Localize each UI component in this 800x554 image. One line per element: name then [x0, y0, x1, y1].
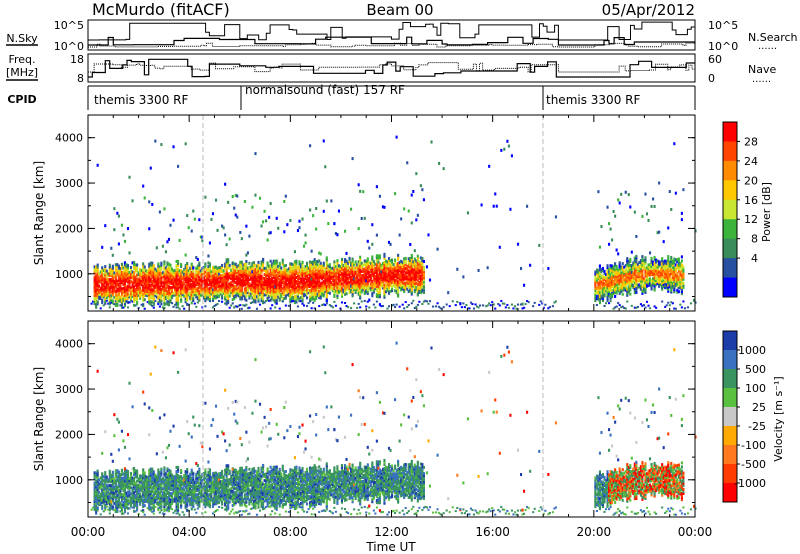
noise-right-tick-bottom: 10^0 [708, 40, 738, 53]
colorbar-tick-label: 20 [744, 174, 758, 187]
freq-label-line2: [MHz] [6, 66, 38, 79]
nave-legend: ...... [752, 74, 771, 85]
colorbar-swatch [723, 407, 737, 427]
time-tick-label: 16:00 [475, 525, 510, 539]
colorbar-swatch [723, 277, 737, 298]
time-tick-label: 08:00 [273, 525, 308, 539]
colorbar-swatch [723, 238, 737, 259]
noise-right-tick-top: 10^5 [708, 19, 738, 32]
colorbar-swatch [723, 160, 737, 181]
colorbar-swatch [723, 199, 737, 220]
freq-panel: Freq. [MHz] 18 8 60 0 Nave ...... [6, 53, 777, 85]
nave-label: Nave [748, 63, 776, 76]
power-colorbar: 28 24 20 16 12 8 4 [722, 121, 758, 298]
range-tick-label: 3000 [55, 177, 83, 190]
colorbar-tick-label: 4 [751, 252, 758, 265]
range-tick-label: 4000 [55, 132, 83, 145]
colorbar-tick-label: 12 [744, 213, 758, 226]
time-tick-label: 00:00 [71, 525, 106, 539]
station-title: McMurdo (fitACF) [92, 0, 230, 19]
colorbar-swatch [723, 122, 737, 142]
freq-label-line1: Freq. [8, 53, 35, 66]
noise-left-label: N.Sky [6, 32, 38, 45]
colorbar-swatch [723, 369, 737, 389]
power-panel: 4000 3000 2000 1000 Slant Range [km] 28 24 20… [32, 114, 773, 312]
freq-right-tick-bottom: 0 [708, 72, 715, 85]
colorbar-swatch [723, 141, 737, 162]
date-label: 05/Apr/2012 [602, 1, 695, 19]
colorbar-swatch [723, 483, 737, 503]
time-axis: 00:00 04:00 08:00 12:00 16:00 20:00 00:00 [71, 115, 713, 539]
velocity-ylabel: Slant Range [km] [32, 367, 46, 471]
colorbar-tick-label: 24 [744, 155, 758, 168]
noise-left-tick-bottom: 10^0 [54, 40, 84, 53]
beam-label: Beam 00 [366, 1, 433, 19]
power-heatmap [90, 135, 697, 310]
velocity-colorbar-label: Velocity [m s⁻¹] [772, 376, 785, 461]
colorbar-swatch [723, 464, 737, 484]
time-tick-label: 12:00 [374, 525, 409, 539]
range-tick-label: 2000 [55, 428, 83, 441]
colorbar-tick-label: -25 [748, 420, 766, 433]
colorbar-tick-label: 500 [745, 363, 766, 376]
colorbar-tick-label: 1000 [738, 344, 766, 357]
time-tick-label: 04:00 [172, 525, 207, 539]
range-tick-label: 2000 [55, 222, 83, 235]
range-tick-label: 4000 [55, 338, 83, 351]
range-tick-label: 1000 [55, 268, 83, 281]
range-tick-label: 3000 [55, 383, 83, 396]
colorbar-tick-label: -500 [741, 458, 766, 471]
colorbar-tick-label: 25 [752, 401, 766, 414]
colorbar-tick-label: 100 [745, 382, 766, 395]
colorbar-tick-label: -1000 [734, 477, 766, 490]
freq-right-tick-top: 60 [708, 53, 722, 66]
colorbar-swatch [723, 426, 737, 446]
cpid-segment-1: themis 3300 RF [94, 93, 188, 107]
colorbar-tick-label: 8 [751, 233, 758, 246]
colorbar-swatch [723, 350, 737, 370]
power-ylabel: Slant Range [km] [32, 161, 46, 265]
cpid-row: CPID themis 3300 RF normalsound (fast) 1… [7, 83, 696, 110]
power-colorbar-label: Power [dB] [760, 182, 773, 242]
colorbar-swatch [723, 180, 737, 201]
colorbar-swatch [723, 388, 737, 408]
colorbar-tick-label: 28 [744, 135, 758, 148]
cpid-segment-3: themis 3300 RF [546, 93, 640, 107]
freq-left-tick-top: 18 [70, 53, 84, 66]
time-tick-label: 00:00 [678, 525, 713, 539]
xaxis-label: Time UT [365, 540, 416, 554]
colorbar-swatch [723, 445, 737, 465]
colorbar-swatch [723, 331, 737, 351]
noise-right-legend: ...... [758, 41, 777, 52]
time-tick-label: 20:00 [577, 525, 612, 539]
cpid-label: CPID [7, 93, 36, 106]
velocity-colorbar: 1000 500 100 25 -25 -100 -500 -1000 [722, 330, 766, 503]
noise-right-label: N.Search [748, 31, 798, 44]
noise-panel: N.Sky 10^5 10^0 10^5 10^0 N.Search .....… [6, 19, 798, 53]
velocity-heatmap [90, 341, 697, 516]
colorbar-tick-label: 16 [744, 194, 758, 207]
noise-left-tick-top: 10^5 [54, 19, 84, 32]
range-tick-label: 1000 [55, 474, 83, 487]
colorbar-swatch [723, 258, 737, 279]
colorbar-swatch [723, 219, 737, 240]
velocity-panel: 4000 3000 2000 1000 Slant Range [km] 1000 50… [32, 320, 785, 518]
cpid-segment-2: normalsound (fast) 157 RF [245, 83, 405, 97]
colorbar-tick-label: -100 [741, 439, 766, 452]
freq-left-tick-bottom: 8 [77, 72, 84, 85]
